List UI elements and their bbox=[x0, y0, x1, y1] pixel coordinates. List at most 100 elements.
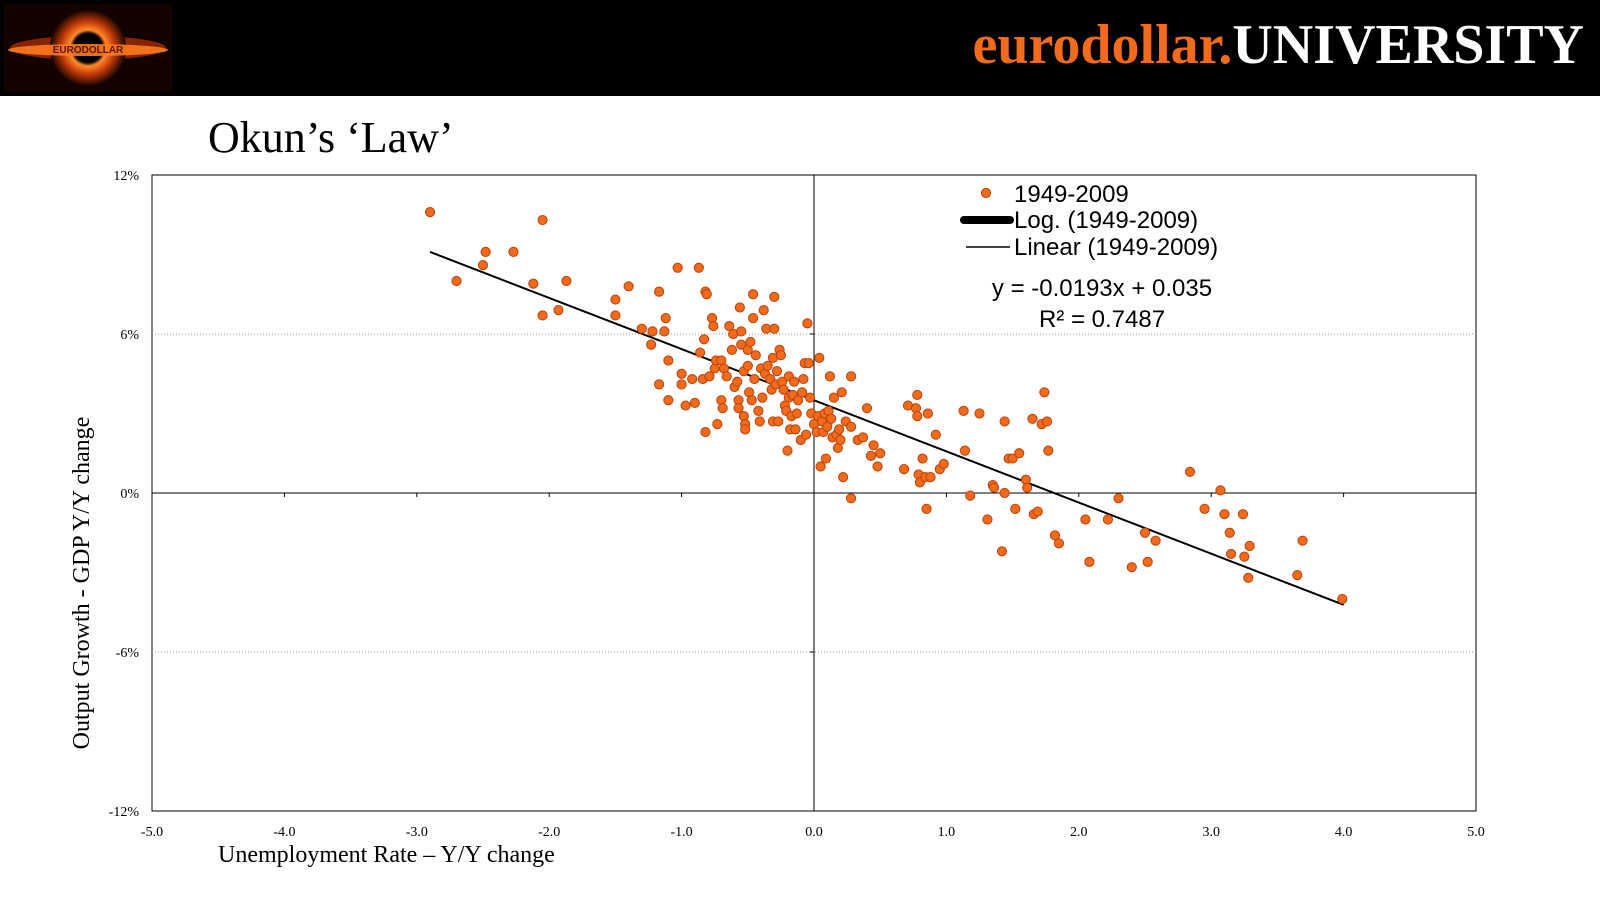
data-point bbox=[959, 445, 971, 456]
linear-trendline bbox=[429, 250, 1344, 606]
data-point bbox=[742, 360, 753, 371]
x-tick-label: -4.0 bbox=[273, 825, 295, 840]
data-point bbox=[834, 424, 845, 435]
x-tick-label: -3.0 bbox=[406, 825, 428, 840]
x-tick-label: 2.0 bbox=[1070, 825, 1088, 840]
data-point bbox=[1014, 448, 1025, 459]
data-point bbox=[917, 453, 928, 464]
slide-title: Okun’s ‘Law’ bbox=[208, 113, 454, 162]
x-tick-label: -5.0 bbox=[141, 825, 163, 840]
data-point bbox=[974, 408, 985, 419]
y-axis-label: Output Growth - GDP Y/Y change bbox=[69, 417, 95, 750]
data-point bbox=[1199, 503, 1210, 514]
data-point bbox=[689, 397, 700, 408]
data-point bbox=[1215, 485, 1226, 496]
data-point bbox=[758, 305, 769, 316]
data-point bbox=[775, 350, 787, 361]
data-point bbox=[736, 339, 747, 350]
data-point bbox=[789, 376, 800, 387]
x-axis-label: Unemployment Rate – Y/Y change bbox=[218, 842, 555, 868]
x-tick-label: 5.0 bbox=[1467, 825, 1485, 840]
data-point bbox=[1084, 556, 1095, 568]
legend-marker-icon bbox=[980, 187, 992, 199]
data-point bbox=[912, 389, 923, 401]
data-point bbox=[838, 472, 849, 483]
data-point bbox=[857, 432, 869, 443]
data-point bbox=[1150, 535, 1161, 546]
data-point bbox=[802, 318, 813, 329]
data-point bbox=[747, 313, 759, 324]
data-point bbox=[790, 424, 801, 435]
data-point bbox=[687, 373, 698, 385]
data-point bbox=[1039, 387, 1050, 398]
data-point bbox=[803, 358, 814, 369]
data-point bbox=[826, 413, 837, 424]
data-point bbox=[610, 310, 621, 321]
data-point bbox=[745, 336, 756, 348]
data-point bbox=[1239, 551, 1250, 562]
data-point bbox=[982, 514, 993, 525]
data-point bbox=[793, 395, 804, 406]
data-point bbox=[798, 373, 809, 385]
data-point bbox=[1139, 527, 1151, 538]
data-point bbox=[1102, 514, 1114, 525]
data-point bbox=[721, 371, 732, 382]
data-point bbox=[717, 403, 728, 414]
data-point bbox=[1292, 570, 1303, 581]
data-point bbox=[769, 323, 780, 334]
data-point bbox=[750, 350, 761, 361]
data-point bbox=[1219, 509, 1230, 520]
data-point bbox=[815, 461, 826, 472]
data-point bbox=[868, 440, 879, 451]
data-point bbox=[958, 405, 969, 416]
data-point bbox=[700, 426, 711, 438]
data-point bbox=[835, 434, 846, 446]
data-point bbox=[480, 246, 491, 257]
y-tick-label: 6% bbox=[120, 328, 139, 343]
data-point bbox=[999, 416, 1010, 427]
legend-label: Log. (1949-2009) bbox=[1014, 207, 1198, 234]
data-point bbox=[747, 289, 759, 300]
data-point bbox=[754, 416, 765, 427]
data-point bbox=[740, 424, 751, 435]
data-point bbox=[1113, 493, 1124, 504]
data-point bbox=[561, 275, 572, 287]
x-tick-label: 1.0 bbox=[938, 825, 956, 840]
data-point bbox=[773, 416, 784, 427]
data-point bbox=[921, 503, 932, 514]
legend-label: Linear (1949-2009) bbox=[1014, 234, 1218, 261]
data-point bbox=[800, 429, 812, 440]
data-point bbox=[771, 366, 783, 377]
data-point bbox=[477, 260, 489, 271]
data-point bbox=[1142, 556, 1153, 568]
data-point bbox=[693, 262, 704, 273]
y-tick-label: 0% bbox=[120, 487, 139, 502]
data-point bbox=[845, 493, 857, 504]
data-point bbox=[1022, 482, 1033, 493]
data-point bbox=[451, 275, 462, 287]
data-point bbox=[659, 326, 670, 337]
data-point bbox=[865, 450, 877, 461]
data-point bbox=[820, 453, 832, 464]
data-point bbox=[1007, 453, 1018, 464]
data-point bbox=[804, 392, 816, 403]
data-point bbox=[1010, 503, 1021, 514]
data-point bbox=[912, 411, 923, 422]
data-point bbox=[733, 403, 744, 414]
data-point bbox=[701, 289, 712, 300]
data-point bbox=[999, 487, 1010, 499]
data-point bbox=[528, 278, 539, 289]
brand-white-text: UNIVERSITY bbox=[1232, 14, 1584, 76]
data-point bbox=[1053, 538, 1065, 549]
data-point bbox=[660, 313, 671, 324]
data-point bbox=[1297, 535, 1308, 546]
brand-orange-text: eurodollar. bbox=[972, 14, 1233, 76]
trendline-equation: y = -0.0193x + 0.035 bbox=[992, 275, 1212, 302]
data-point bbox=[663, 355, 674, 366]
data-point bbox=[695, 347, 706, 358]
data-point bbox=[647, 326, 658, 337]
data-point bbox=[845, 421, 857, 432]
data-point bbox=[704, 371, 715, 382]
data-point bbox=[757, 392, 768, 403]
data-point bbox=[734, 302, 745, 313]
